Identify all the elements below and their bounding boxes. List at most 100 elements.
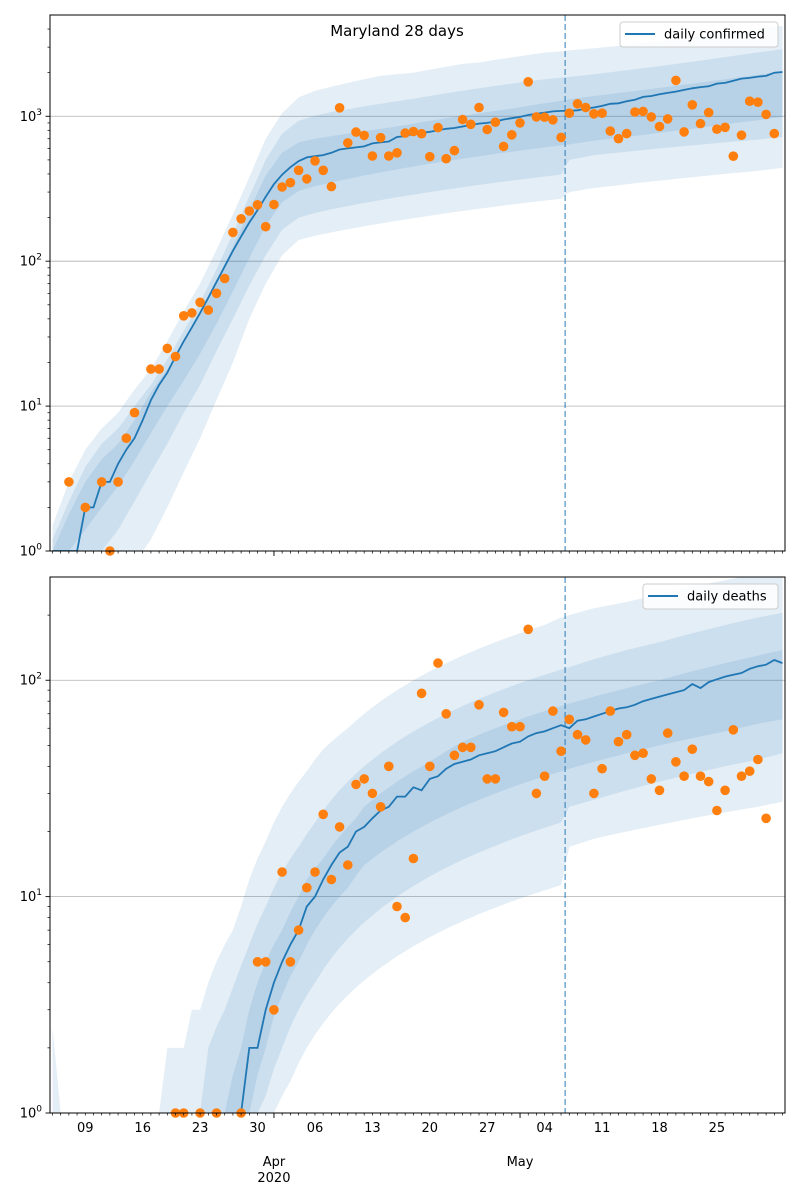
deaths-gridlines bbox=[50, 679, 785, 898]
observed-point bbox=[662, 114, 673, 124]
observed-point bbox=[269, 1005, 279, 1015]
observed-point bbox=[236, 214, 246, 224]
middle-uncertainty-band bbox=[52, 49, 783, 551]
observed-point bbox=[589, 788, 599, 799]
observed-point bbox=[408, 126, 419, 137]
observed-point bbox=[613, 736, 624, 747]
observed-point bbox=[285, 177, 296, 188]
observed-point bbox=[498, 707, 509, 718]
confirmed-gridlines bbox=[50, 115, 785, 407]
observed-point bbox=[441, 709, 452, 719]
observed-point bbox=[260, 221, 271, 232]
observed-point bbox=[466, 119, 476, 130]
observed-point bbox=[679, 127, 689, 137]
observed-point bbox=[433, 658, 443, 668]
observed-point bbox=[154, 364, 164, 374]
observed-point bbox=[113, 477, 123, 487]
observed-point bbox=[416, 688, 427, 699]
observed-point bbox=[367, 788, 378, 799]
observed-point bbox=[736, 130, 747, 140]
x-tick-label: 20 bbox=[422, 1121, 439, 1136]
observed-point bbox=[695, 771, 706, 781]
deaths-legend: daily deaths bbox=[642, 583, 779, 610]
observed-point bbox=[474, 700, 484, 710]
observed-point bbox=[384, 761, 394, 772]
observed-point bbox=[703, 107, 714, 118]
observed-point bbox=[375, 802, 386, 812]
inner-uncertainty-band bbox=[52, 71, 783, 551]
confirmed-legend-box bbox=[619, 21, 779, 48]
observed-point bbox=[753, 97, 763, 107]
observed-point bbox=[359, 774, 370, 784]
observed-point bbox=[728, 725, 739, 735]
observed-point bbox=[539, 771, 550, 781]
observed-point bbox=[375, 132, 386, 143]
observed-point bbox=[252, 200, 263, 210]
observed-point bbox=[441, 153, 452, 164]
observed-point bbox=[720, 122, 730, 133]
observed-point bbox=[302, 174, 312, 184]
observed-point bbox=[318, 809, 329, 820]
observed-point bbox=[408, 853, 419, 864]
observed-point bbox=[326, 181, 337, 192]
observed-point bbox=[572, 729, 583, 740]
observed-point bbox=[556, 132, 566, 143]
x-month-labels: Apr May 2020 bbox=[257, 1155, 533, 1186]
observed-point bbox=[548, 706, 558, 716]
observed-point bbox=[285, 957, 296, 967]
observed-point bbox=[753, 754, 763, 765]
observed-point bbox=[646, 112, 657, 122]
observed-point bbox=[548, 115, 558, 125]
observed-point bbox=[425, 151, 435, 162]
observed-point bbox=[703, 776, 714, 787]
observed-point bbox=[638, 748, 648, 758]
observed-point bbox=[498, 141, 509, 152]
observed-point bbox=[178, 311, 189, 321]
observed-point bbox=[597, 108, 607, 118]
observed-point bbox=[129, 407, 140, 418]
observed-point bbox=[662, 728, 673, 738]
observed-point bbox=[482, 124, 493, 135]
observed-point bbox=[334, 103, 345, 113]
observed-point bbox=[712, 805, 722, 816]
observed-point bbox=[351, 127, 361, 137]
observed-point bbox=[638, 106, 648, 117]
deaths-plot-frame bbox=[49, 576, 786, 1114]
x-tick-label: 23 bbox=[192, 1121, 209, 1136]
observed-point bbox=[646, 774, 657, 784]
observed-point bbox=[80, 502, 91, 513]
observed-point bbox=[523, 624, 533, 635]
observed-point bbox=[720, 785, 730, 796]
observed-point bbox=[597, 763, 607, 774]
observed-point bbox=[671, 75, 681, 86]
observed-point bbox=[310, 867, 320, 877]
observed-point bbox=[326, 874, 337, 885]
observed-point bbox=[351, 779, 361, 790]
observed-point bbox=[277, 182, 287, 192]
outer-uncertainty-band bbox=[52, 577, 783, 1113]
chart-title: Maryland 28 days bbox=[330, 22, 464, 40]
observed-point bbox=[425, 761, 435, 772]
observed-point bbox=[769, 128, 780, 139]
observed-point bbox=[474, 102, 484, 113]
observed-point bbox=[580, 735, 591, 745]
observed-point bbox=[695, 118, 706, 129]
x-tick-label: 11 bbox=[594, 1121, 611, 1136]
observed-point bbox=[564, 108, 575, 118]
observed-point bbox=[613, 133, 624, 144]
observed-point bbox=[203, 305, 214, 315]
observed-point bbox=[621, 729, 632, 740]
x-tick-label: 06 bbox=[307, 1121, 324, 1136]
observed-point bbox=[400, 912, 411, 923]
deaths-legend-box bbox=[642, 583, 779, 610]
observed-point bbox=[195, 297, 205, 308]
x-year-label: 2020 bbox=[257, 1171, 290, 1186]
observed-point bbox=[515, 118, 525, 128]
middle-uncertainty-band bbox=[200, 612, 783, 1113]
observed-point bbox=[400, 128, 411, 138]
observed-point bbox=[359, 130, 370, 141]
observed-point bbox=[64, 477, 74, 487]
observed-point bbox=[556, 746, 566, 756]
x-tick-label: 25 bbox=[709, 1121, 726, 1136]
